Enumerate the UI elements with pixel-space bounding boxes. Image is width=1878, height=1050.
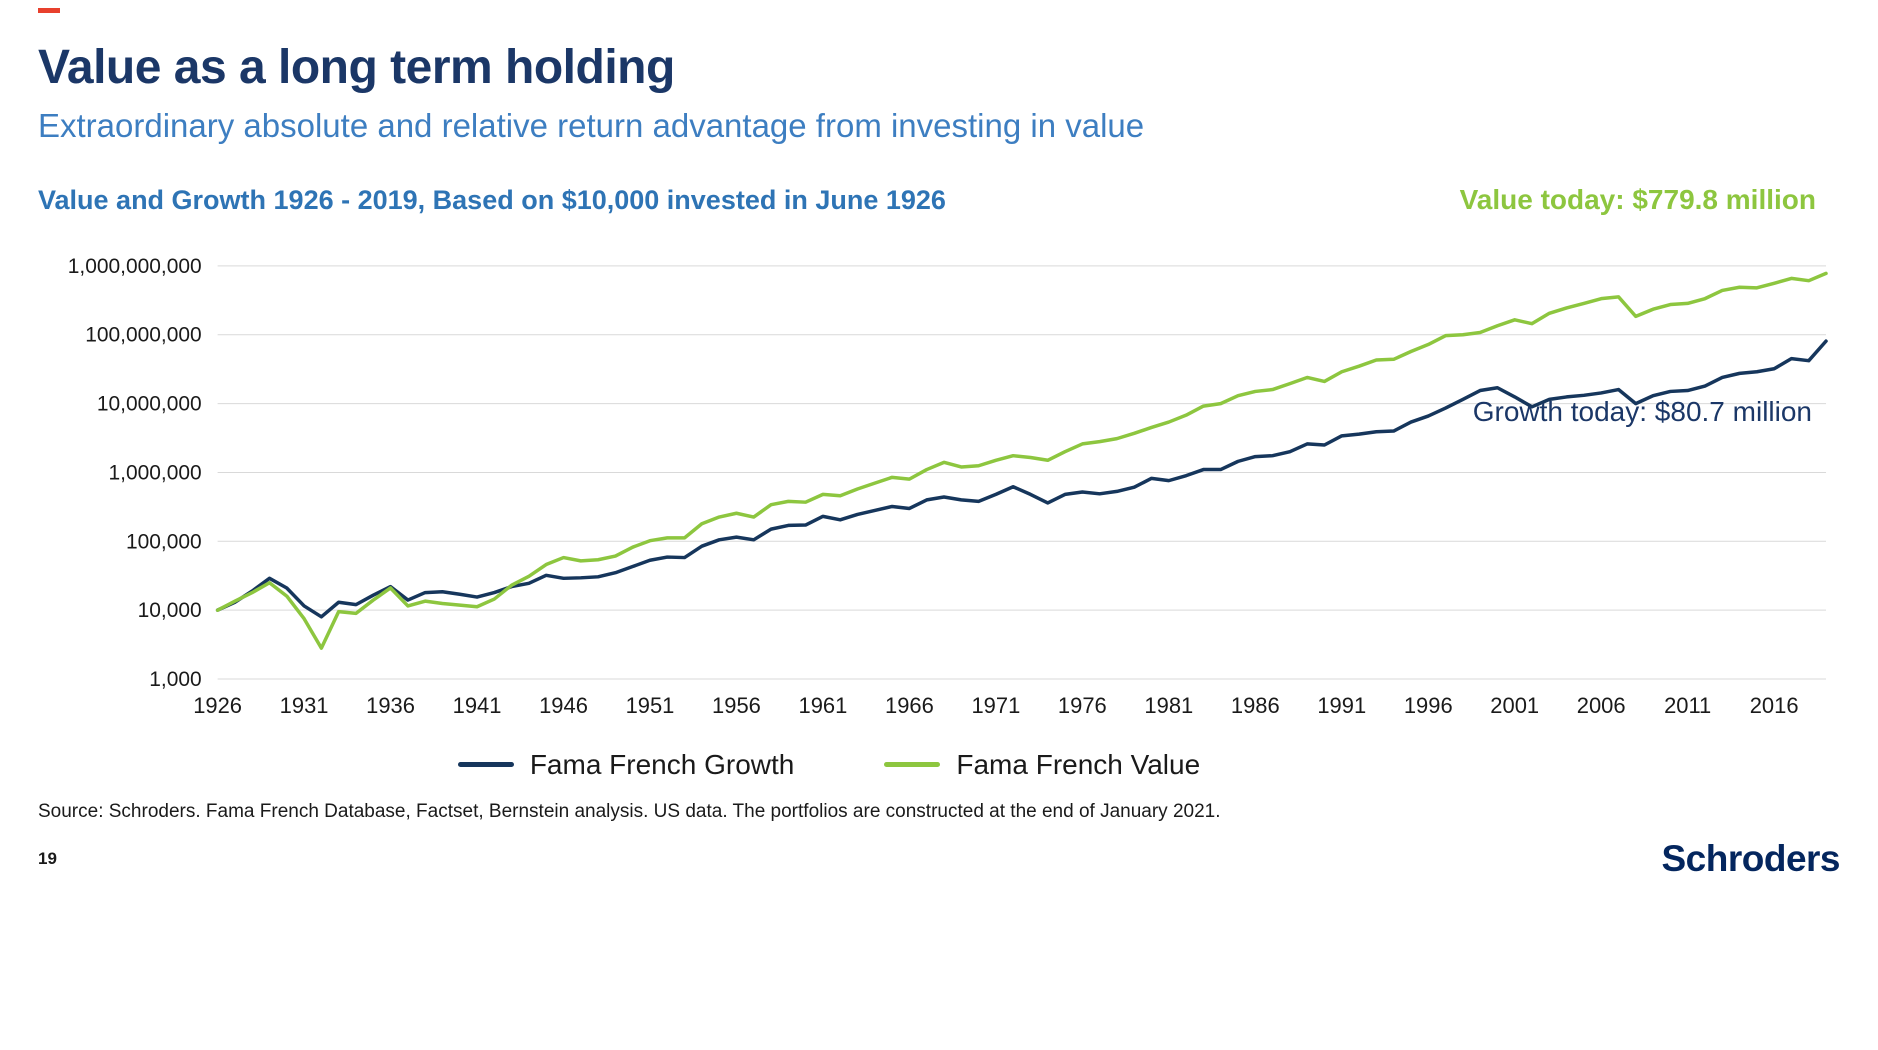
svg-text:2001: 2001 [1490,693,1539,718]
legend-item-value: Fama French Value [884,749,1200,781]
growth-today-annotation: Growth today: $80.7 million [1472,396,1812,427]
svg-text:1991: 1991 [1317,693,1366,718]
chart-title: Value and Growth 1926 - 2019, Based on $… [38,185,946,215]
legend-label-growth: Fama French Growth [529,748,795,780]
legend: Fama French Growth Fama French Value [0,745,1730,785]
svg-text:1931: 1931 [280,693,329,718]
svg-text:2011: 2011 [1664,693,1711,718]
chart-header-row: Value and Growth 1926 - 2019, Based on $… [38,184,1840,216]
page-title: Value as a long term holding [38,41,675,94]
accent-dash [38,8,60,13]
svg-text:1981: 1981 [1144,693,1193,718]
svg-text:10,000,000: 10,000,000 [97,393,202,416]
chart-svg: 1,000,000,000 100,000,000 10,000,000 1,000,… [68,255,1828,718]
svg-text:1,000,000,000: 1,000,000,000 [68,255,202,278]
legend-item-growth: Fama French Growth [457,748,795,781]
svg-text:1936: 1936 [366,693,415,718]
page-subtitle: Extraordinary absolute and relative retu… [38,107,1145,144]
svg-text:1986: 1986 [1231,693,1280,718]
svg-text:1926: 1926 [193,693,242,718]
svg-text:1,000,000: 1,000,000 [108,461,201,484]
footer: 19 Schroders [38,838,1840,880]
source-note: Source: Schroders. Fama French Database,… [38,800,1221,822]
svg-text:10,000: 10,000 [138,599,202,622]
legend-label-value: Fama French Value [956,748,1201,780]
svg-text:100,000,000: 100,000,000 [85,324,201,347]
page-number: 19 [38,849,57,868]
schroders-logo: Schroders [1661,838,1840,879]
value-line-swatch [884,762,941,768]
svg-text:1976: 1976 [1058,693,1107,718]
svg-text:1961: 1961 [799,693,848,718]
value-today-annotation: Value today: $779.8 million [1459,184,1816,215]
growth-line-swatch [457,762,514,768]
chart: 1,000,000,000 100,000,000 10,000,000 1,000,… [38,226,1840,745]
svg-text:1941: 1941 [453,693,502,718]
svg-text:1956: 1956 [712,693,761,718]
svg-text:1,000: 1,000 [149,668,201,691]
svg-text:2006: 2006 [1577,693,1626,718]
svg-text:100,000: 100,000 [126,530,202,553]
svg-text:1966: 1966 [885,693,934,718]
svg-text:1951: 1951 [626,693,675,718]
svg-text:2016: 2016 [1750,693,1799,718]
svg-text:1996: 1996 [1404,693,1453,718]
svg-text:1971: 1971 [971,693,1020,718]
svg-text:1946: 1946 [539,693,588,718]
